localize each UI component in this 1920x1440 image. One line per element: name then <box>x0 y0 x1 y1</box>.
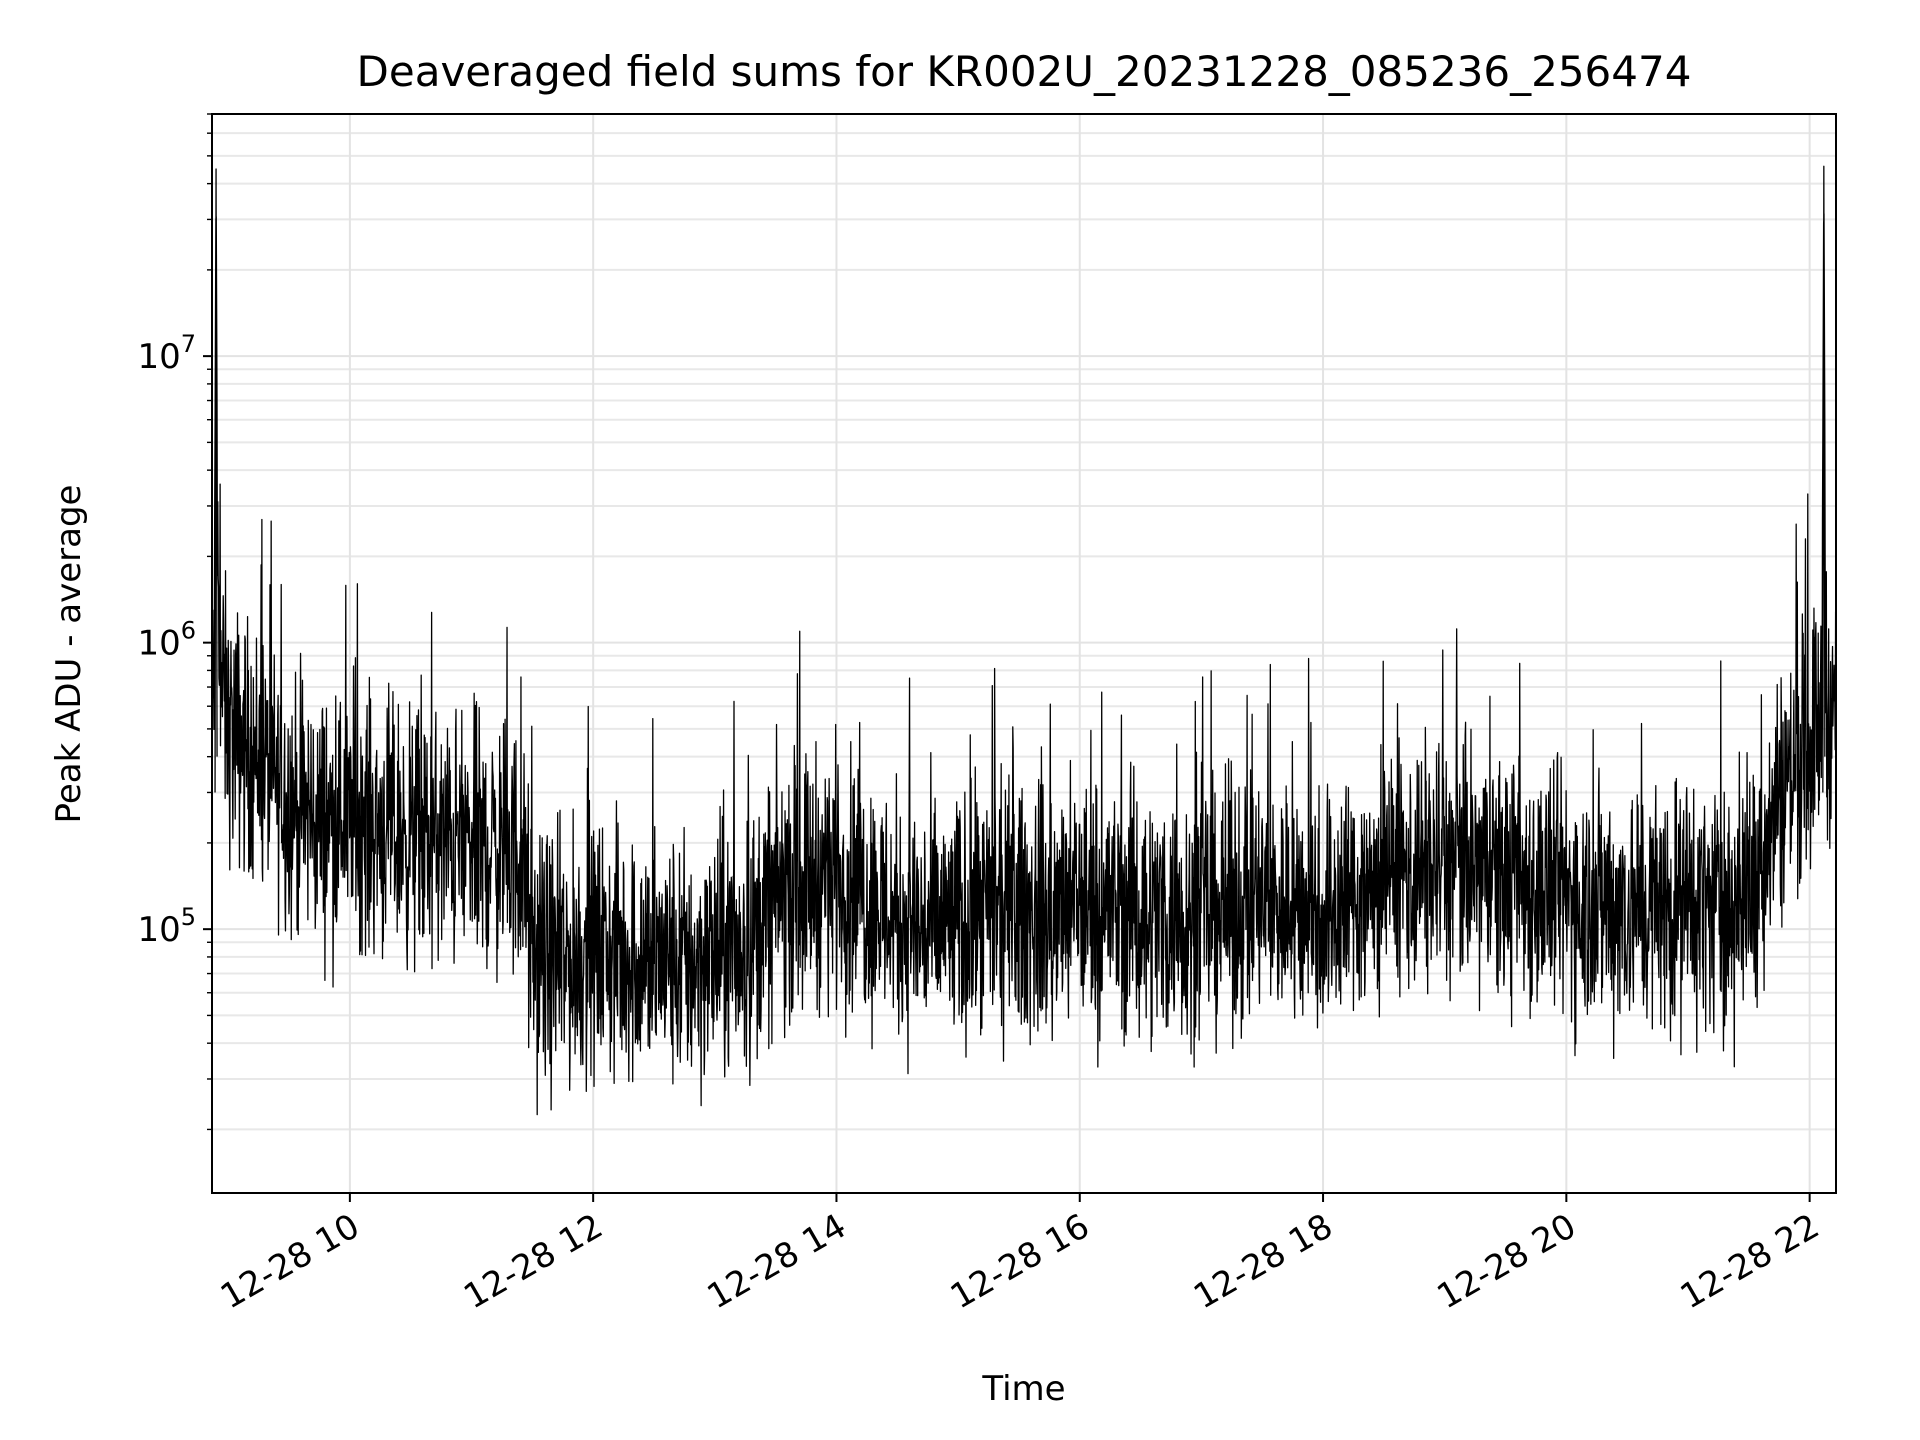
x-tick-label: 12-28 22 <box>1674 1206 1826 1317</box>
x-axis-label: Time <box>981 1369 1065 1409</box>
grid <box>212 113 1836 1193</box>
x-tick-label: 12-28 10 <box>214 1206 366 1317</box>
x-tick-label: 12-28 20 <box>1430 1206 1582 1317</box>
y-tick-label: 105 <box>137 903 196 950</box>
series-line <box>211 165 1837 1116</box>
y-tick-label: 106 <box>137 617 196 664</box>
x-tick-label: 12-28 16 <box>944 1206 1096 1317</box>
y-tick-label: 107 <box>137 330 196 377</box>
x-tick-label: 12-28 14 <box>701 1206 853 1317</box>
y-axis: 105 106 107 <box>137 113 212 1131</box>
y-axis-label: Peak ADU - average <box>49 485 89 824</box>
x-tick-label: 12-28 18 <box>1187 1206 1339 1317</box>
x-axis: 12-28 10 12-28 12 12-28 14 12-28 16 12-28 18… <box>214 1193 1826 1317</box>
x-tick-label: 12-28 12 <box>457 1206 609 1317</box>
chart-title: Deaveraged field sums for KR002U_2023122… <box>357 47 1692 96</box>
plot-frame <box>211 113 1837 1194</box>
